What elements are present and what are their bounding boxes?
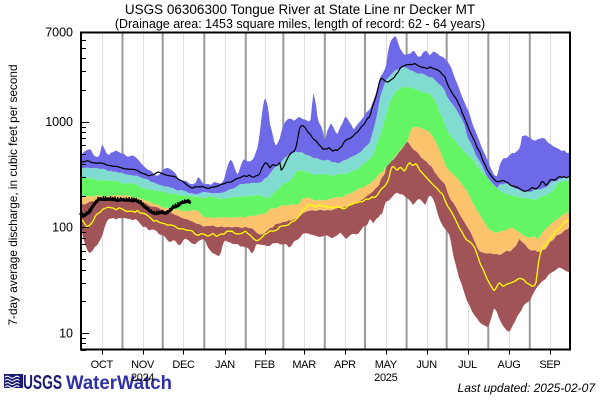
svg-text:AUG: AUG bbox=[498, 359, 521, 371]
svg-text:2025: 2025 bbox=[374, 372, 397, 384]
svg-text:10: 10 bbox=[59, 326, 73, 340]
svg-text:NOV: NOV bbox=[131, 359, 155, 371]
svg-text:JUN: JUN bbox=[416, 359, 437, 371]
svg-text:FEB: FEB bbox=[254, 359, 275, 371]
svg-text:APR: APR bbox=[334, 359, 356, 371]
svg-text:Last updated: 2025-02-07: Last updated: 2025-02-07 bbox=[458, 381, 597, 395]
svg-text:1000: 1000 bbox=[45, 115, 73, 129]
svg-text:MAR: MAR bbox=[292, 359, 316, 371]
svg-text:JAN: JAN bbox=[215, 359, 235, 371]
svg-text:SEP: SEP bbox=[539, 359, 560, 371]
svg-text:2024: 2024 bbox=[131, 372, 154, 384]
svg-text:DEC: DEC bbox=[172, 359, 195, 371]
svg-text:100: 100 bbox=[52, 221, 73, 235]
svg-text:WaterWatch: WaterWatch bbox=[66, 372, 172, 394]
svg-text:7-day average discharge, in cu: 7-day average discharge, in cubic feet p… bbox=[6, 64, 20, 325]
svg-text:7000: 7000 bbox=[45, 26, 73, 40]
svg-text:(Drainage area: 1453 square mi: (Drainage area: 1453 square miles, lengt… bbox=[115, 17, 485, 31]
svg-text:MAY: MAY bbox=[375, 359, 398, 371]
svg-text:USGS 06306300 Tongue River at: USGS 06306300 Tongue River at State Line… bbox=[125, 2, 475, 17]
svg-text:OCT: OCT bbox=[91, 359, 114, 371]
svg-text:USGS: USGS bbox=[23, 372, 62, 394]
svg-text:JUL: JUL bbox=[458, 359, 477, 371]
